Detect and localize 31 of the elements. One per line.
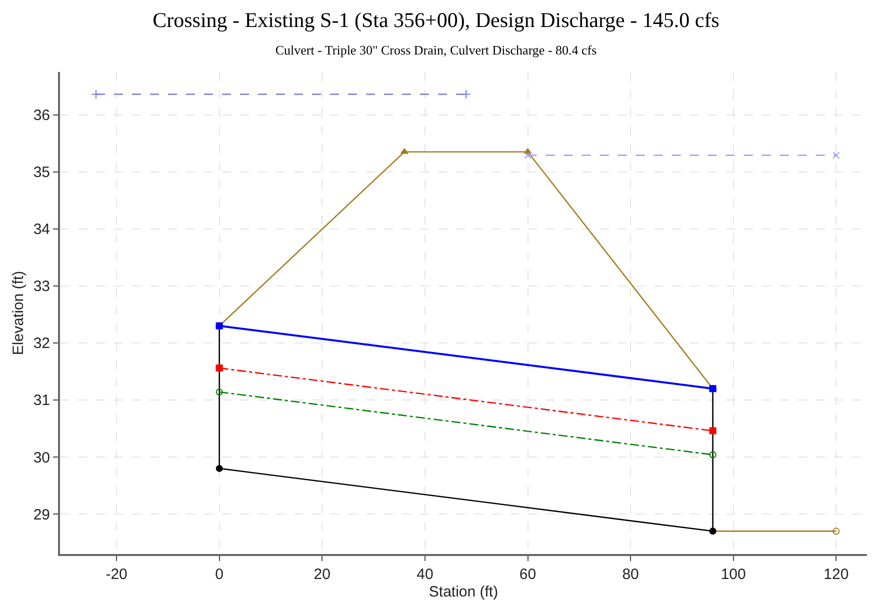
chart-subtitle: Culvert - Triple 30" Cross Drain, Culvert Discharge - 80.4 cfs [275, 42, 597, 58]
point [709, 427, 716, 434]
point [709, 451, 716, 458]
x-tick-label: 0 [215, 566, 224, 583]
y-tick-label: 31 [33, 392, 50, 410]
y-tick-label: 35 [33, 164, 50, 182]
point [216, 464, 223, 472]
point [91, 90, 101, 99]
y-axis-title: Elevation (ft) [10, 270, 28, 356]
y-tick-label: 29 [33, 506, 50, 524]
y-tick-label: 30 [33, 449, 50, 466]
point [524, 152, 532, 159]
y-tick-label: 36 [33, 107, 50, 124]
point [832, 152, 840, 159]
point [461, 90, 471, 99]
x-tick-label: 40 [416, 566, 434, 583]
x-tick-label: 100 [720, 566, 746, 583]
point [216, 364, 223, 372]
x-tick-label: 20 [314, 566, 330, 583]
point [832, 528, 840, 535]
y-tick-label: 32 [33, 335, 50, 352]
x-tick-label: 80 [622, 566, 639, 583]
x-tick-label: 120 [824, 566, 849, 583]
x-tick-label: 60 [519, 566, 536, 583]
chart-title: Crossing - Existing S-1 (Sta 356+00), Design Discharge - 145.0 cfs [152, 8, 720, 32]
y-tick-label: 33 [33, 278, 50, 296]
point [400, 148, 408, 154]
y-tick-label: 34 [33, 221, 50, 238]
x-tick-label: -20 [106, 566, 128, 583]
x-axis-title: Station (ft) [428, 584, 498, 600]
point [216, 388, 223, 396]
